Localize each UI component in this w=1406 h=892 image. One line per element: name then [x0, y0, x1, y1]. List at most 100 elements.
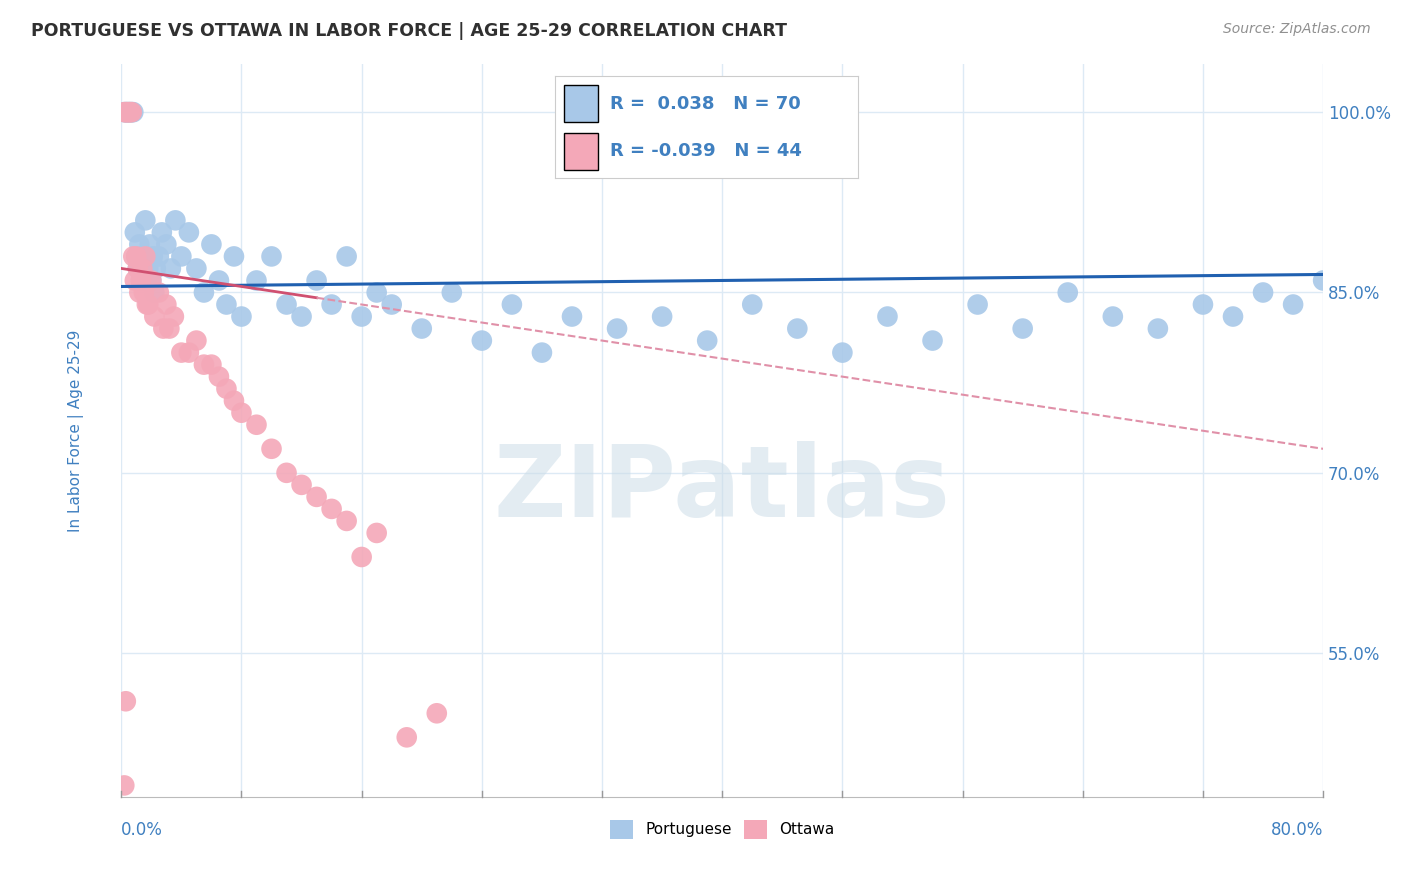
Point — [148, 249, 170, 263]
Point — [350, 310, 373, 324]
Point — [193, 285, 215, 300]
Point — [606, 321, 628, 335]
Text: ZIPatlas: ZIPatlas — [494, 441, 950, 538]
Point — [222, 249, 245, 263]
Point — [132, 285, 155, 300]
Point — [120, 105, 142, 120]
Point — [426, 706, 449, 721]
Point — [148, 285, 170, 300]
Point — [112, 105, 135, 120]
Point — [143, 285, 166, 300]
Point — [141, 273, 163, 287]
Point — [118, 105, 141, 120]
Point — [157, 321, 180, 335]
Point — [1222, 310, 1244, 324]
Point — [411, 321, 433, 335]
Point — [290, 310, 312, 324]
Point — [966, 297, 988, 311]
Point — [651, 310, 673, 324]
FancyBboxPatch shape — [564, 85, 598, 122]
Point — [440, 285, 463, 300]
Point — [128, 237, 150, 252]
Point — [163, 310, 186, 324]
Point — [366, 525, 388, 540]
Point — [200, 358, 222, 372]
Point — [231, 310, 253, 324]
Point — [129, 273, 152, 287]
Point — [381, 297, 404, 311]
Text: In Labor Force | Age 25-29: In Labor Force | Age 25-29 — [67, 329, 84, 532]
Point — [125, 249, 148, 263]
Text: 80.0%: 80.0% — [1271, 822, 1323, 839]
Point — [135, 297, 157, 311]
Point — [155, 237, 177, 252]
Point — [260, 249, 283, 263]
Point — [208, 369, 231, 384]
Point — [117, 105, 139, 120]
Point — [118, 105, 141, 120]
Point — [150, 226, 173, 240]
Text: R = -0.039   N = 44: R = -0.039 N = 44 — [610, 142, 801, 160]
Point — [122, 249, 145, 263]
Point — [152, 321, 174, 335]
Point — [177, 226, 200, 240]
Point — [134, 213, 156, 227]
Point — [193, 358, 215, 372]
Point — [186, 334, 208, 348]
Text: Source: ZipAtlas.com: Source: ZipAtlas.com — [1223, 22, 1371, 37]
Point — [741, 297, 763, 311]
Point — [471, 334, 494, 348]
Point — [131, 261, 153, 276]
Legend: Portuguese, Ottawa: Portuguese, Ottawa — [605, 814, 841, 845]
Point — [117, 105, 139, 120]
Point — [134, 249, 156, 263]
Point — [121, 105, 143, 120]
Point — [208, 273, 231, 287]
Point — [501, 297, 523, 311]
Point — [112, 779, 135, 793]
Point — [124, 226, 146, 240]
Point — [921, 334, 943, 348]
Point — [276, 466, 298, 480]
Point — [1056, 285, 1078, 300]
Point — [350, 549, 373, 564]
Point — [114, 105, 136, 120]
Point — [122, 105, 145, 120]
Point — [145, 261, 167, 276]
Point — [336, 514, 359, 528]
Point — [155, 297, 177, 311]
Point — [831, 345, 853, 359]
Point — [170, 345, 193, 359]
Point — [222, 393, 245, 408]
Point — [132, 249, 155, 263]
Point — [170, 249, 193, 263]
Point — [231, 406, 253, 420]
Point — [143, 310, 166, 324]
Point — [135, 273, 157, 287]
Text: PORTUGUESE VS OTTAWA IN LABOR FORCE | AGE 25-29 CORRELATION CHART: PORTUGUESE VS OTTAWA IN LABOR FORCE | AG… — [31, 22, 787, 40]
Point — [125, 249, 148, 263]
Point — [290, 478, 312, 492]
Point — [395, 731, 418, 745]
Point — [1192, 297, 1215, 311]
Point — [114, 694, 136, 708]
Point — [260, 442, 283, 456]
Point — [215, 382, 238, 396]
Point — [138, 297, 160, 311]
Point — [138, 261, 160, 276]
Point — [112, 105, 135, 120]
Point — [336, 249, 359, 263]
Point — [142, 249, 165, 263]
Point — [696, 334, 718, 348]
Point — [276, 297, 298, 311]
Point — [1251, 285, 1274, 300]
Point — [530, 345, 553, 359]
Text: 0.0%: 0.0% — [121, 822, 163, 839]
Point — [114, 105, 136, 120]
Point — [160, 261, 183, 276]
Point — [245, 417, 267, 432]
Point — [1282, 297, 1305, 311]
Point — [1147, 321, 1170, 335]
Point — [215, 297, 238, 311]
FancyBboxPatch shape — [564, 133, 598, 170]
